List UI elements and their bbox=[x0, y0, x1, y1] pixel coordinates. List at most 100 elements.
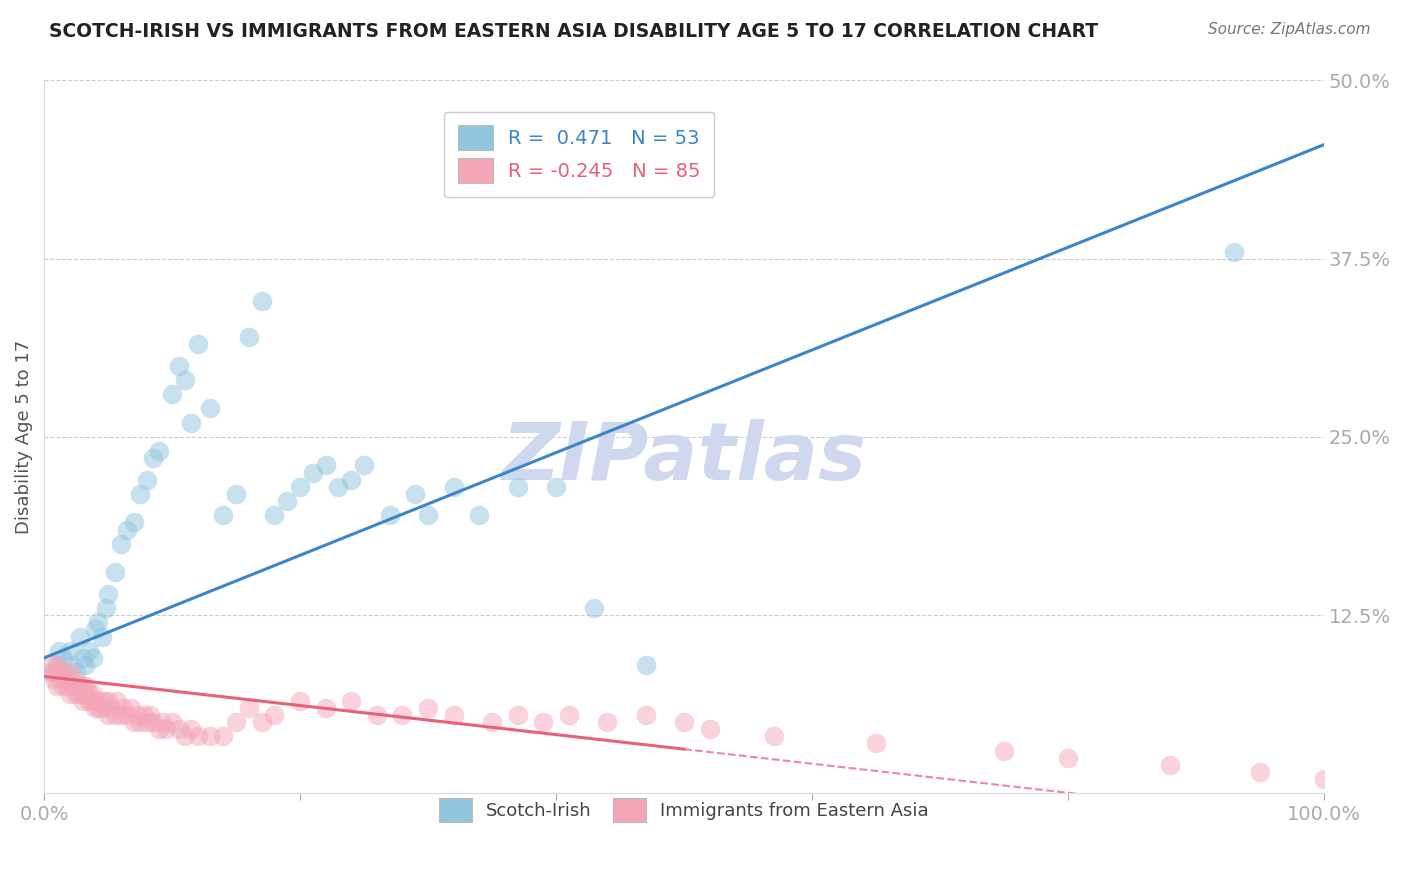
Point bbox=[67, 687, 90, 701]
Point bbox=[404, 487, 426, 501]
Point bbox=[105, 694, 128, 708]
Point bbox=[56, 680, 79, 694]
Point bbox=[77, 694, 100, 708]
Point bbox=[94, 601, 117, 615]
Point bbox=[596, 714, 619, 729]
Point bbox=[180, 416, 202, 430]
Point bbox=[443, 480, 465, 494]
Point bbox=[65, 687, 87, 701]
Point bbox=[42, 665, 65, 680]
Point bbox=[699, 722, 721, 736]
Point bbox=[634, 707, 657, 722]
Point bbox=[110, 707, 132, 722]
Point bbox=[139, 707, 162, 722]
Point bbox=[200, 401, 222, 416]
Point bbox=[155, 722, 177, 736]
Point bbox=[416, 508, 439, 523]
Point bbox=[865, 736, 887, 750]
Point bbox=[117, 707, 139, 722]
Point bbox=[250, 294, 273, 309]
Point bbox=[150, 714, 173, 729]
Point bbox=[276, 494, 298, 508]
Point bbox=[212, 729, 235, 743]
Point bbox=[328, 480, 350, 494]
Point bbox=[200, 729, 222, 743]
Point bbox=[673, 714, 696, 729]
Legend: Scotch-Irish, Immigrants from Eastern Asia: Scotch-Irish, Immigrants from Eastern As… bbox=[426, 786, 942, 834]
Point bbox=[110, 537, 132, 551]
Point bbox=[544, 480, 567, 494]
Point bbox=[45, 680, 67, 694]
Point bbox=[52, 651, 75, 665]
Point bbox=[1159, 757, 1181, 772]
Point bbox=[340, 473, 363, 487]
Point bbox=[762, 729, 785, 743]
Point bbox=[468, 508, 491, 523]
Point bbox=[60, 680, 83, 694]
Point bbox=[129, 487, 152, 501]
Point bbox=[90, 701, 112, 715]
Point bbox=[135, 714, 157, 729]
Point bbox=[89, 694, 111, 708]
Point bbox=[55, 673, 77, 687]
Point bbox=[1223, 244, 1246, 259]
Point bbox=[97, 707, 120, 722]
Point bbox=[180, 722, 202, 736]
Point bbox=[263, 707, 285, 722]
Text: Source: ZipAtlas.com: Source: ZipAtlas.com bbox=[1208, 22, 1371, 37]
Point bbox=[75, 680, 97, 694]
Point bbox=[120, 701, 142, 715]
Point bbox=[72, 651, 94, 665]
Point bbox=[59, 665, 82, 680]
Point bbox=[481, 714, 503, 729]
Point bbox=[167, 359, 190, 373]
Point bbox=[263, 508, 285, 523]
Point bbox=[378, 508, 401, 523]
Point bbox=[52, 680, 75, 694]
Point bbox=[506, 707, 529, 722]
Point bbox=[44, 673, 66, 687]
Point bbox=[90, 630, 112, 644]
Point bbox=[142, 714, 165, 729]
Point bbox=[59, 687, 82, 701]
Point bbox=[187, 729, 209, 743]
Point bbox=[59, 644, 82, 658]
Point bbox=[187, 337, 209, 351]
Point bbox=[77, 687, 100, 701]
Point bbox=[82, 651, 104, 665]
Point bbox=[340, 694, 363, 708]
Point bbox=[65, 680, 87, 694]
Point bbox=[49, 673, 72, 687]
Point bbox=[250, 714, 273, 729]
Point bbox=[634, 658, 657, 673]
Point bbox=[65, 665, 87, 680]
Point bbox=[80, 694, 103, 708]
Point bbox=[160, 714, 183, 729]
Point bbox=[353, 458, 375, 473]
Point bbox=[97, 587, 120, 601]
Point bbox=[506, 480, 529, 494]
Point bbox=[1057, 750, 1080, 764]
Point bbox=[558, 707, 581, 722]
Point bbox=[135, 473, 157, 487]
Point bbox=[132, 707, 155, 722]
Point bbox=[288, 694, 311, 708]
Point bbox=[77, 644, 100, 658]
Point bbox=[69, 680, 91, 694]
Point bbox=[366, 707, 388, 722]
Point bbox=[52, 665, 75, 680]
Point bbox=[112, 701, 135, 715]
Point bbox=[93, 694, 115, 708]
Point bbox=[160, 387, 183, 401]
Point bbox=[225, 714, 247, 729]
Point bbox=[117, 523, 139, 537]
Point bbox=[583, 601, 606, 615]
Point bbox=[167, 722, 190, 736]
Text: SCOTCH-IRISH VS IMMIGRANTS FROM EASTERN ASIA DISABILITY AGE 5 TO 17 CORRELATION : SCOTCH-IRISH VS IMMIGRANTS FROM EASTERN … bbox=[49, 22, 1098, 41]
Point bbox=[212, 508, 235, 523]
Point bbox=[84, 623, 107, 637]
Point bbox=[129, 714, 152, 729]
Point bbox=[84, 701, 107, 715]
Point bbox=[84, 694, 107, 708]
Point bbox=[238, 701, 260, 715]
